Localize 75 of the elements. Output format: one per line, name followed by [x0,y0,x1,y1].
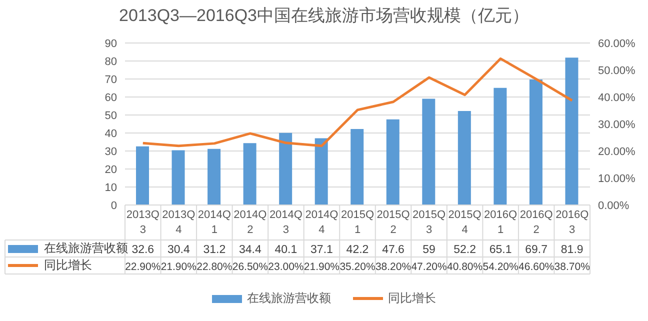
bar [529,80,542,205]
bar [208,148,221,205]
data-label: 37.1 [310,244,333,256]
legend-label: 在线旅游营收额 [44,240,128,257]
data-label: 22.80% [196,261,232,273]
x-tick-label: 2016Q3 [556,209,590,236]
data-label: 38.20% [375,261,412,273]
y2-tick-label: 0.00% [598,200,630,212]
y-tick-label: 0 [110,200,117,212]
y2-tick-label: 60.00% [598,38,636,50]
x-tick-label: 2015Q1 [340,209,374,236]
bar [458,111,471,205]
data-label: 26.50% [232,261,268,273]
data-label: 31.2 [203,244,226,256]
data-label: 52.2 [454,244,476,256]
text: 同比增长 [388,291,436,305]
y-tick-label: 50 [104,110,117,122]
data-label: 34.4 [238,244,262,256]
legend-label: 同比增长 [44,257,92,274]
y-tick-label: 90 [104,38,117,50]
data-label: 32.6 [132,244,154,256]
y-tick-label: 20 [104,164,117,176]
bar [136,146,149,205]
y2-tick-label: 20.00% [598,146,636,158]
text: 在线旅游营收额 [247,291,331,305]
data-label: 35.20% [340,261,376,273]
line-series [142,57,574,148]
data-label: 47.20% [411,261,447,273]
x-tick-label: 2014Q1 [198,209,232,236]
y2-tick-label: 50.00% [598,64,636,77]
data-label: 42.2 [346,244,369,256]
bar [350,129,364,205]
bar [314,138,328,205]
x-tick-label: 2016Q2 [520,209,554,236]
data-label: 40.80% [446,261,483,273]
data-label: 22.90% [125,261,161,273]
bar [494,88,507,205]
bar [386,119,400,205]
x-tick-label: 2013Q4 [162,209,196,236]
data-label: 65.1 [489,244,512,256]
x-tick-label: 2015Q4 [448,209,482,236]
data-label: 59 [422,244,436,256]
x-tick-label: 2015Q2 [376,209,410,236]
y2-tick-label: 10.00% [598,172,636,185]
x-tick-label: 2015Q3 [412,209,446,236]
x-tick-label: 2013Q3 [126,209,160,236]
data-label: 40.1 [274,244,298,256]
y-tick-label: 40 [104,128,117,140]
bar [172,150,185,205]
data-label: 38.70% [554,261,590,273]
y2-tick-label: 40.00% [598,92,636,104]
data-label: 30.4 [167,244,190,256]
bar [243,143,256,205]
data-label: 69.7 [525,244,548,256]
y-tick-label: 70 [104,74,117,86]
y-tick-label: 30 [104,146,117,158]
y-tick-label: 60 [104,92,117,104]
bar [565,58,578,205]
bar [422,98,436,205]
chart-title: 2013Q3—2016Q3中国在线旅游市场营收规模（亿元） [118,5,530,27]
y2-tick-label: 30.00% [598,118,636,131]
bar [279,132,292,205]
data-label: 21.90% [304,261,340,273]
data-label: 54.20% [482,261,518,273]
x-tick-label: 2014Q2 [234,209,268,236]
x-tick-label: 2014Q3 [269,209,303,236]
data-label: 23.00% [268,261,304,273]
x-tick-label: 2016Q1 [484,209,518,236]
data-label: 81.9 [560,244,584,256]
x-tick-label: 2014Q4 [305,209,339,236]
data-label: 46.60% [518,261,554,273]
y-tick-label: 80 [104,56,117,68]
data-label: 21.90% [160,261,196,273]
data-label: 47.6 [382,244,404,256]
y-tick-label: 10 [104,182,117,194]
